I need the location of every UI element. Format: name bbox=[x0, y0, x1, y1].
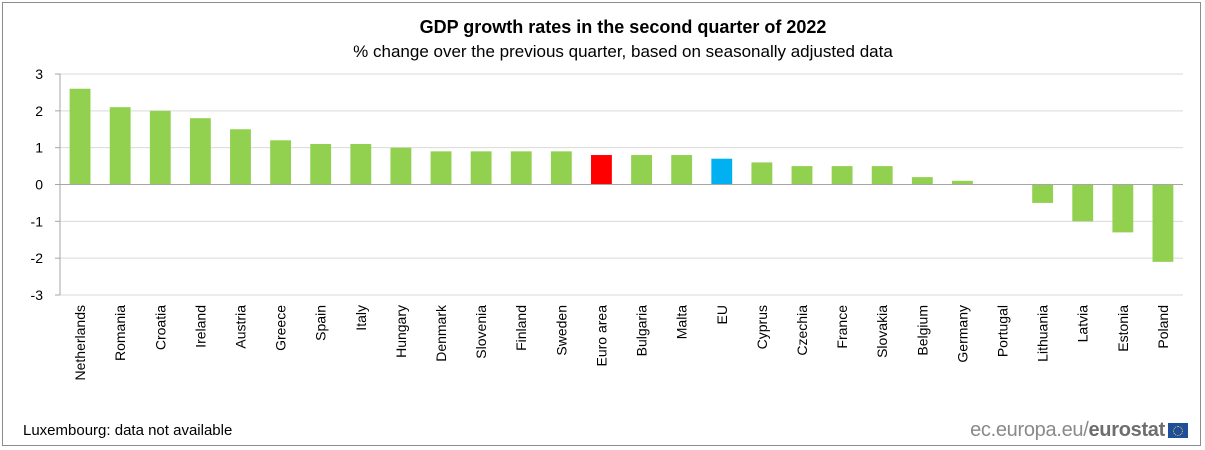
x-tick-label: Czechia bbox=[794, 305, 810, 356]
bar-czechia bbox=[791, 166, 813, 185]
x-tick-label: Romania bbox=[112, 305, 128, 361]
x-tick-label: Germany bbox=[954, 305, 970, 363]
x-tick-label: Slovakia bbox=[874, 305, 890, 358]
x-tick-label: Latvia bbox=[1075, 305, 1091, 343]
chart-title: GDP growth rates in the second quarter o… bbox=[419, 17, 827, 37]
x-tick-labels: Netherlands Romania Croatia Ireland Austria G… bbox=[72, 304, 1171, 380]
x-tick-label: Denmark bbox=[433, 304, 449, 362]
bar-poland bbox=[1152, 184, 1174, 262]
x-tick-label: Finland bbox=[513, 305, 529, 351]
bar-greece bbox=[270, 140, 292, 185]
x-tick-label: Slovenia bbox=[473, 305, 489, 359]
bar-austria bbox=[230, 129, 251, 185]
y-tick-label: -3 bbox=[31, 287, 44, 303]
bar-belgium bbox=[911, 177, 933, 185]
footnote: Luxembourg: data not available bbox=[23, 422, 233, 439]
eu-flag-icon bbox=[1168, 423, 1188, 438]
bar-slovakia bbox=[871, 166, 893, 185]
bar-euro-area bbox=[591, 155, 612, 185]
bar-malta bbox=[671, 155, 693, 185]
x-tick-label: Poland bbox=[1155, 305, 1171, 349]
x-tick-label: Bulgaria bbox=[634, 305, 650, 357]
bar-cyprus bbox=[751, 162, 773, 185]
x-tick-label: Cyprus bbox=[754, 305, 770, 349]
bar-slovenia bbox=[470, 151, 492, 185]
x-tick-label: Portugal bbox=[995, 305, 1011, 357]
bar-germany bbox=[951, 180, 973, 185]
bar-denmark bbox=[430, 151, 452, 185]
x-tick-label: Hungary bbox=[393, 305, 409, 358]
x-tick-label: Belgium bbox=[914, 305, 930, 356]
y-tick-label: 1 bbox=[35, 140, 43, 156]
bar-romania bbox=[109, 107, 131, 185]
x-tick-label: Malta bbox=[674, 305, 690, 339]
x-tick-label: Austria bbox=[232, 305, 248, 349]
x-tick-label: Greece bbox=[273, 305, 289, 351]
bars bbox=[69, 88, 1174, 262]
x-tick-label: Euro area bbox=[593, 305, 609, 367]
y-tick-label: 3 bbox=[35, 66, 43, 82]
y-tick-labels: 3 2 1 0 -1 -2 -3 bbox=[31, 66, 44, 303]
bar-lithuania bbox=[1032, 184, 1054, 203]
chart-subtitle: % change over the previous quarter, base… bbox=[353, 42, 893, 61]
x-tick-label: France bbox=[834, 305, 850, 349]
y-tick-label: 0 bbox=[35, 177, 43, 193]
brand-prefix: ec.europa.eu/ bbox=[970, 419, 1089, 441]
x-tick-label: Estonia bbox=[1115, 305, 1131, 352]
bar-chart: 3 2 1 0 -1 -2 -3 Netherlands Romania Croatia Irel… bbox=[31, 66, 1183, 381]
bar-croatia bbox=[149, 110, 171, 185]
bar-bulgaria bbox=[631, 155, 652, 185]
x-tick-label: Sweden bbox=[553, 305, 569, 356]
y-tick-label: 2 bbox=[35, 103, 43, 119]
x-tick-label: EU bbox=[714, 305, 730, 324]
bar-finland bbox=[510, 151, 532, 185]
x-tick-label: Lithuania bbox=[1035, 305, 1051, 362]
bar-latvia bbox=[1072, 184, 1094, 222]
bar-italy bbox=[350, 143, 372, 185]
eurostat-brand[interactable]: ec.europa.eu/eurostat bbox=[970, 419, 1188, 442]
bar-estonia bbox=[1112, 184, 1134, 233]
axes bbox=[55, 73, 1183, 296]
x-tick-label: Croatia bbox=[152, 305, 168, 350]
y-tick-label: -2 bbox=[31, 250, 44, 266]
y-tick-label: -1 bbox=[31, 213, 44, 229]
x-tick-label: Spain bbox=[313, 305, 329, 341]
bar-hungary bbox=[390, 147, 412, 185]
bar-ireland bbox=[189, 118, 211, 185]
bar-eu bbox=[711, 158, 733, 185]
x-tick-label: Netherlands bbox=[72, 305, 88, 381]
brand-name: eurostat bbox=[1088, 419, 1165, 441]
bar-netherlands bbox=[69, 88, 91, 185]
x-tick-label: Italy bbox=[353, 305, 369, 331]
bar-spain bbox=[310, 143, 332, 185]
x-tick-label: Ireland bbox=[192, 305, 208, 348]
bar-sweden bbox=[550, 151, 572, 185]
bar-france bbox=[831, 166, 853, 185]
